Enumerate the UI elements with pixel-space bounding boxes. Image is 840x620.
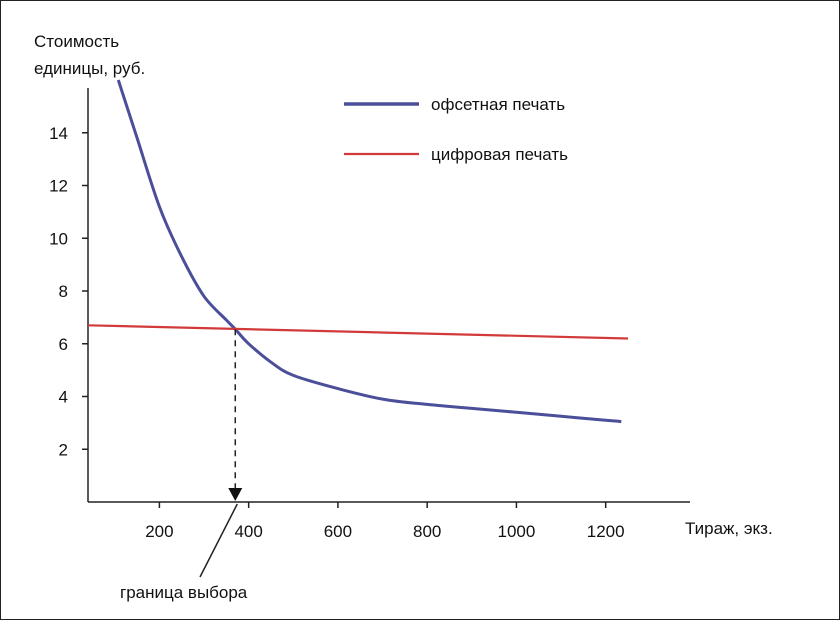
y-axis-label-line2: единицы, руб. bbox=[34, 59, 145, 78]
x-tick-label: 600 bbox=[324, 522, 352, 541]
x-tick-label: 200 bbox=[145, 522, 173, 541]
y-tick-label: 4 bbox=[59, 388, 68, 407]
y-tick-label: 10 bbox=[49, 229, 68, 248]
x-tick-label: 800 bbox=[413, 522, 441, 541]
series-line-offset bbox=[116, 79, 622, 424]
x-tick-label: 1200 bbox=[587, 522, 625, 541]
y-tick-label: 12 bbox=[49, 177, 68, 196]
annotation-leader-line bbox=[199, 503, 238, 578]
x-tick-label: 1000 bbox=[498, 522, 536, 541]
crossover-arrowhead bbox=[228, 488, 243, 501]
x-axis-label: Тираж, экз. bbox=[685, 519, 773, 538]
x-tick-label: 400 bbox=[234, 522, 262, 541]
y-tick-label: 8 bbox=[59, 282, 68, 301]
legend-label: офсетная печать bbox=[431, 95, 565, 114]
annotation-label: граница выбора bbox=[120, 583, 248, 602]
series-line-digital bbox=[87, 324, 629, 340]
y-axis-label-line1: Стоимость bbox=[34, 32, 119, 51]
y-tick-label: 6 bbox=[59, 335, 68, 354]
y-tick-label: 2 bbox=[59, 440, 68, 459]
legend-label: цифровая печать bbox=[431, 145, 568, 164]
y-tick-label: 14 bbox=[49, 124, 68, 143]
